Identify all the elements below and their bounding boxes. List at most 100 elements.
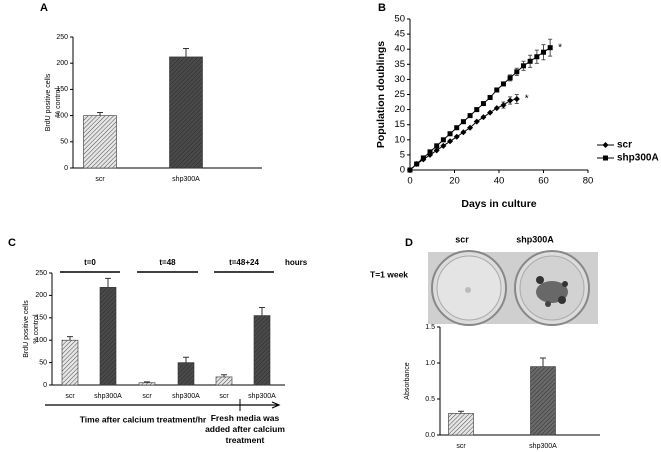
error-bar [183,48,189,57]
marker [454,125,460,131]
marker [420,155,426,161]
y-tick-label: 0.0 [425,432,435,439]
x-tick-label: scr [219,393,229,400]
bar [530,366,556,436]
panel-label: A [40,2,48,14]
x-axis-label: Days in culture [461,198,536,210]
x-tick-label: 60 [538,176,549,187]
bar [99,287,117,386]
marker [547,45,553,51]
x-tick-label: shp300A [94,393,122,400]
x-tick-label: 80 [583,176,594,187]
x-tick-label: scr [456,443,466,450]
marker [602,142,609,148]
y-axis-label: % control [33,314,40,344]
marker [520,63,526,69]
marker [513,96,520,103]
y-tick-label: 1.5 [425,324,435,331]
bar [253,315,271,386]
y-tick-label: 100 [56,112,68,119]
marker [487,109,494,116]
y-axis-label: Population doublings [375,41,387,148]
error-bar [221,374,227,377]
group-label: t=0 [84,258,96,267]
y-axis-label: Absorbance [404,362,411,399]
bar [138,382,156,386]
marker [603,155,608,161]
y-tick-label: 0 [64,165,68,172]
x-tick-label: shp300A [529,443,557,450]
marker [541,49,546,55]
x-tick-label: scr [142,393,152,400]
y-tick-label: 20 [394,104,405,115]
y-tick-label: 40 [394,44,405,55]
group-unit: hours [285,258,308,267]
error-bar [105,277,111,288]
y-tick-label: 0.5 [425,396,435,403]
y-tick-label: 150 [35,315,47,322]
error-bar [183,356,189,363]
y-tick-label: 100 [35,337,47,344]
y-tick-label: 0 [43,382,47,389]
y-tick-label: 200 [56,60,68,67]
error-bar [540,357,546,367]
bar [448,413,474,436]
marker [467,124,474,131]
note: Fresh media was added after calcium trea… [205,413,285,445]
y-axis-label: BrdU positive cells [23,300,30,358]
y-tick-label: 250 [35,270,47,277]
marker [487,95,493,101]
marker [507,75,513,81]
bar [83,115,117,169]
legend-label: scr [617,140,632,151]
y-tick-label: 0 [400,165,405,176]
marker [433,147,440,154]
marker [500,81,506,87]
y-tick-label: 35 [394,59,405,70]
error-bar [144,381,150,383]
y-tick-label: 25 [394,89,405,100]
y-tick-label: 15 [394,119,405,130]
annotation: * [525,94,529,105]
y-tick-label: 200 [35,292,47,299]
marker [440,142,447,149]
panel-label: C [8,237,16,249]
marker [473,118,480,125]
marker [494,87,500,93]
colony [545,301,551,307]
photo-annotation: T=1 week [370,269,408,279]
marker [500,102,507,109]
panel-label: D [405,237,413,249]
marker [534,54,540,60]
annotation: * [558,42,562,53]
photo [428,250,598,326]
x-tick-label: scr [65,393,75,400]
y-tick-label: 10 [394,134,405,145]
y-tick-label: 1.0 [425,360,435,367]
marker [514,69,520,75]
error-bar [458,410,464,414]
marker [460,129,467,136]
colony [558,296,566,304]
colony [562,281,568,287]
marker [407,167,413,173]
bar [215,376,233,386]
marker [447,131,453,137]
x-tick-label: 40 [494,176,505,187]
error-bar [67,336,73,341]
marker [480,114,487,121]
y-tick-label: 5 [400,149,405,160]
y-tick-label: 150 [56,86,68,93]
marker [507,97,514,104]
marker [527,58,533,64]
marker [467,113,473,119]
x-tick-label: shp300A [248,393,276,400]
note-box: Fresh media was added after calcium trea… [205,413,285,445]
group-label: t=48+24 [229,258,259,267]
panel-label: B [378,2,386,14]
y-tick-label: 50 [60,139,68,146]
marker [474,107,480,113]
marker [434,143,440,149]
